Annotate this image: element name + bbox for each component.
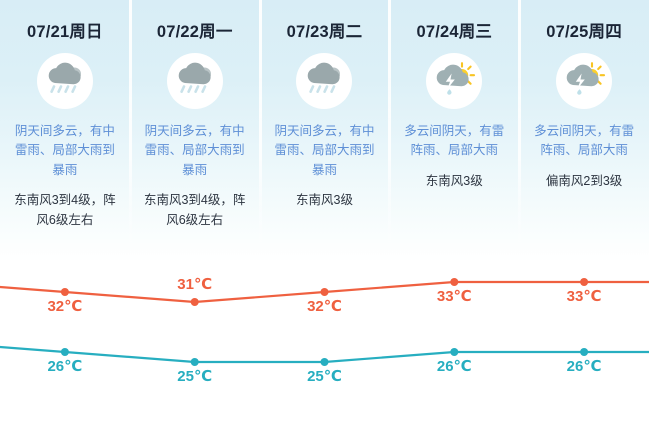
- temp-point[interactable]: [580, 278, 589, 286]
- forecast-date: 07/25周四: [546, 23, 622, 41]
- sun-cloud-thunder-rain-icon: [556, 53, 613, 109]
- forecast-description: 多云间阴天，有雷阵雨、局部大雨: [534, 124, 635, 158]
- temp-value-label: 32℃: [307, 298, 342, 315]
- forecast-description: 阴天间多云，有中雷雨、局部大雨到暴雨: [144, 124, 245, 177]
- temp-value-label: 33℃: [437, 288, 472, 305]
- temp-point[interactable]: [190, 358, 199, 366]
- forecast-date: 07/23周二: [286, 23, 363, 41]
- forecast-wind: 东南风3级: [425, 173, 483, 188]
- forecast-description: 阴天间多云，有中雷雨、局部大雨到暴雨: [274, 124, 375, 177]
- temp-point[interactable]: [320, 358, 329, 366]
- forecast-description: 阴天间多云，有中雷雨、局部大雨到暴雨: [14, 124, 115, 177]
- temp-point[interactable]: [60, 288, 69, 296]
- forecast-wind: 偏南风2到3级: [545, 173, 623, 188]
- temp-point[interactable]: [450, 348, 459, 356]
- temp-value-label: 32℃: [47, 298, 82, 315]
- forecast-card-row: 07/21周日 阴天间多云，有中雷雨、局部大雨到暴雨 东南风3到4级，阵风6级左…: [0, 0, 649, 262]
- forecast-card[interactable]: 07/21周日 阴天间多云，有中雷雨、局部大雨到暴雨 东南风3到4级，阵风6级左…: [0, 0, 130, 262]
- temp-value-label: 26℃: [437, 358, 472, 375]
- forecast-card[interactable]: 07/22周一 阴天间多云，有中雷雨、局部大雨到暴雨 东南风3到4级，阵风6级左…: [128, 0, 260, 262]
- temperature-trend-chart: 32℃ 31℃ 32℃ 33℃ 33℃ 26℃ 25℃ 25℃ 26℃ 26℃: [0, 246, 649, 427]
- forecast-wind: 东南风3到4级，阵风6级左右: [143, 193, 246, 227]
- low-temp-series: 26℃ 25℃ 25℃ 26℃ 26℃: [0, 345, 649, 385]
- cloud-rain-icon: [36, 53, 93, 109]
- forecast-description: 多云间阴天，有雷阵雨、局部大雨: [404, 124, 505, 158]
- forecast-date: 07/24周三: [416, 23, 493, 41]
- temp-point[interactable]: [60, 348, 69, 356]
- forecast-wind: 东南风3到4级，阵风6级左右: [14, 193, 116, 227]
- forecast-card[interactable]: 07/25周四 多云间阴天，有雷阵雨、局部大雨 偏: [518, 0, 649, 262]
- temp-point[interactable]: [320, 288, 329, 296]
- temp-value-label: 26℃: [47, 358, 82, 375]
- forecast-date: 07/21周日: [27, 23, 103, 41]
- temp-value-label: 26℃: [567, 358, 602, 375]
- forecast-wind: 东南风3级: [296, 193, 353, 208]
- temp-point[interactable]: [450, 278, 459, 286]
- temp-point[interactable]: [580, 348, 589, 356]
- temp-value-label: 25℃: [307, 368, 342, 385]
- temp-value-label: 33℃: [567, 288, 602, 305]
- cloud-rain-icon: [166, 53, 223, 109]
- sun-cloud-thunder-rain-icon: [426, 53, 483, 109]
- temp-value-label: 25℃: [177, 368, 212, 385]
- high-temp-series: 32℃ 31℃ 32℃ 33℃ 33℃: [0, 276, 649, 315]
- forecast-card[interactable]: 07/23周二 阴天间多云，有中雷雨、局部大雨到暴雨 东南风3级: [258, 0, 390, 262]
- forecast-date: 07/22周一: [156, 23, 233, 41]
- cloud-rain-icon: [296, 53, 353, 109]
- temp-point[interactable]: [190, 298, 199, 306]
- temp-value-label: 31℃: [177, 276, 212, 293]
- forecast-card[interactable]: 07/24周三 多云间阴天，有雷阵雨、局部大雨 东: [388, 0, 520, 262]
